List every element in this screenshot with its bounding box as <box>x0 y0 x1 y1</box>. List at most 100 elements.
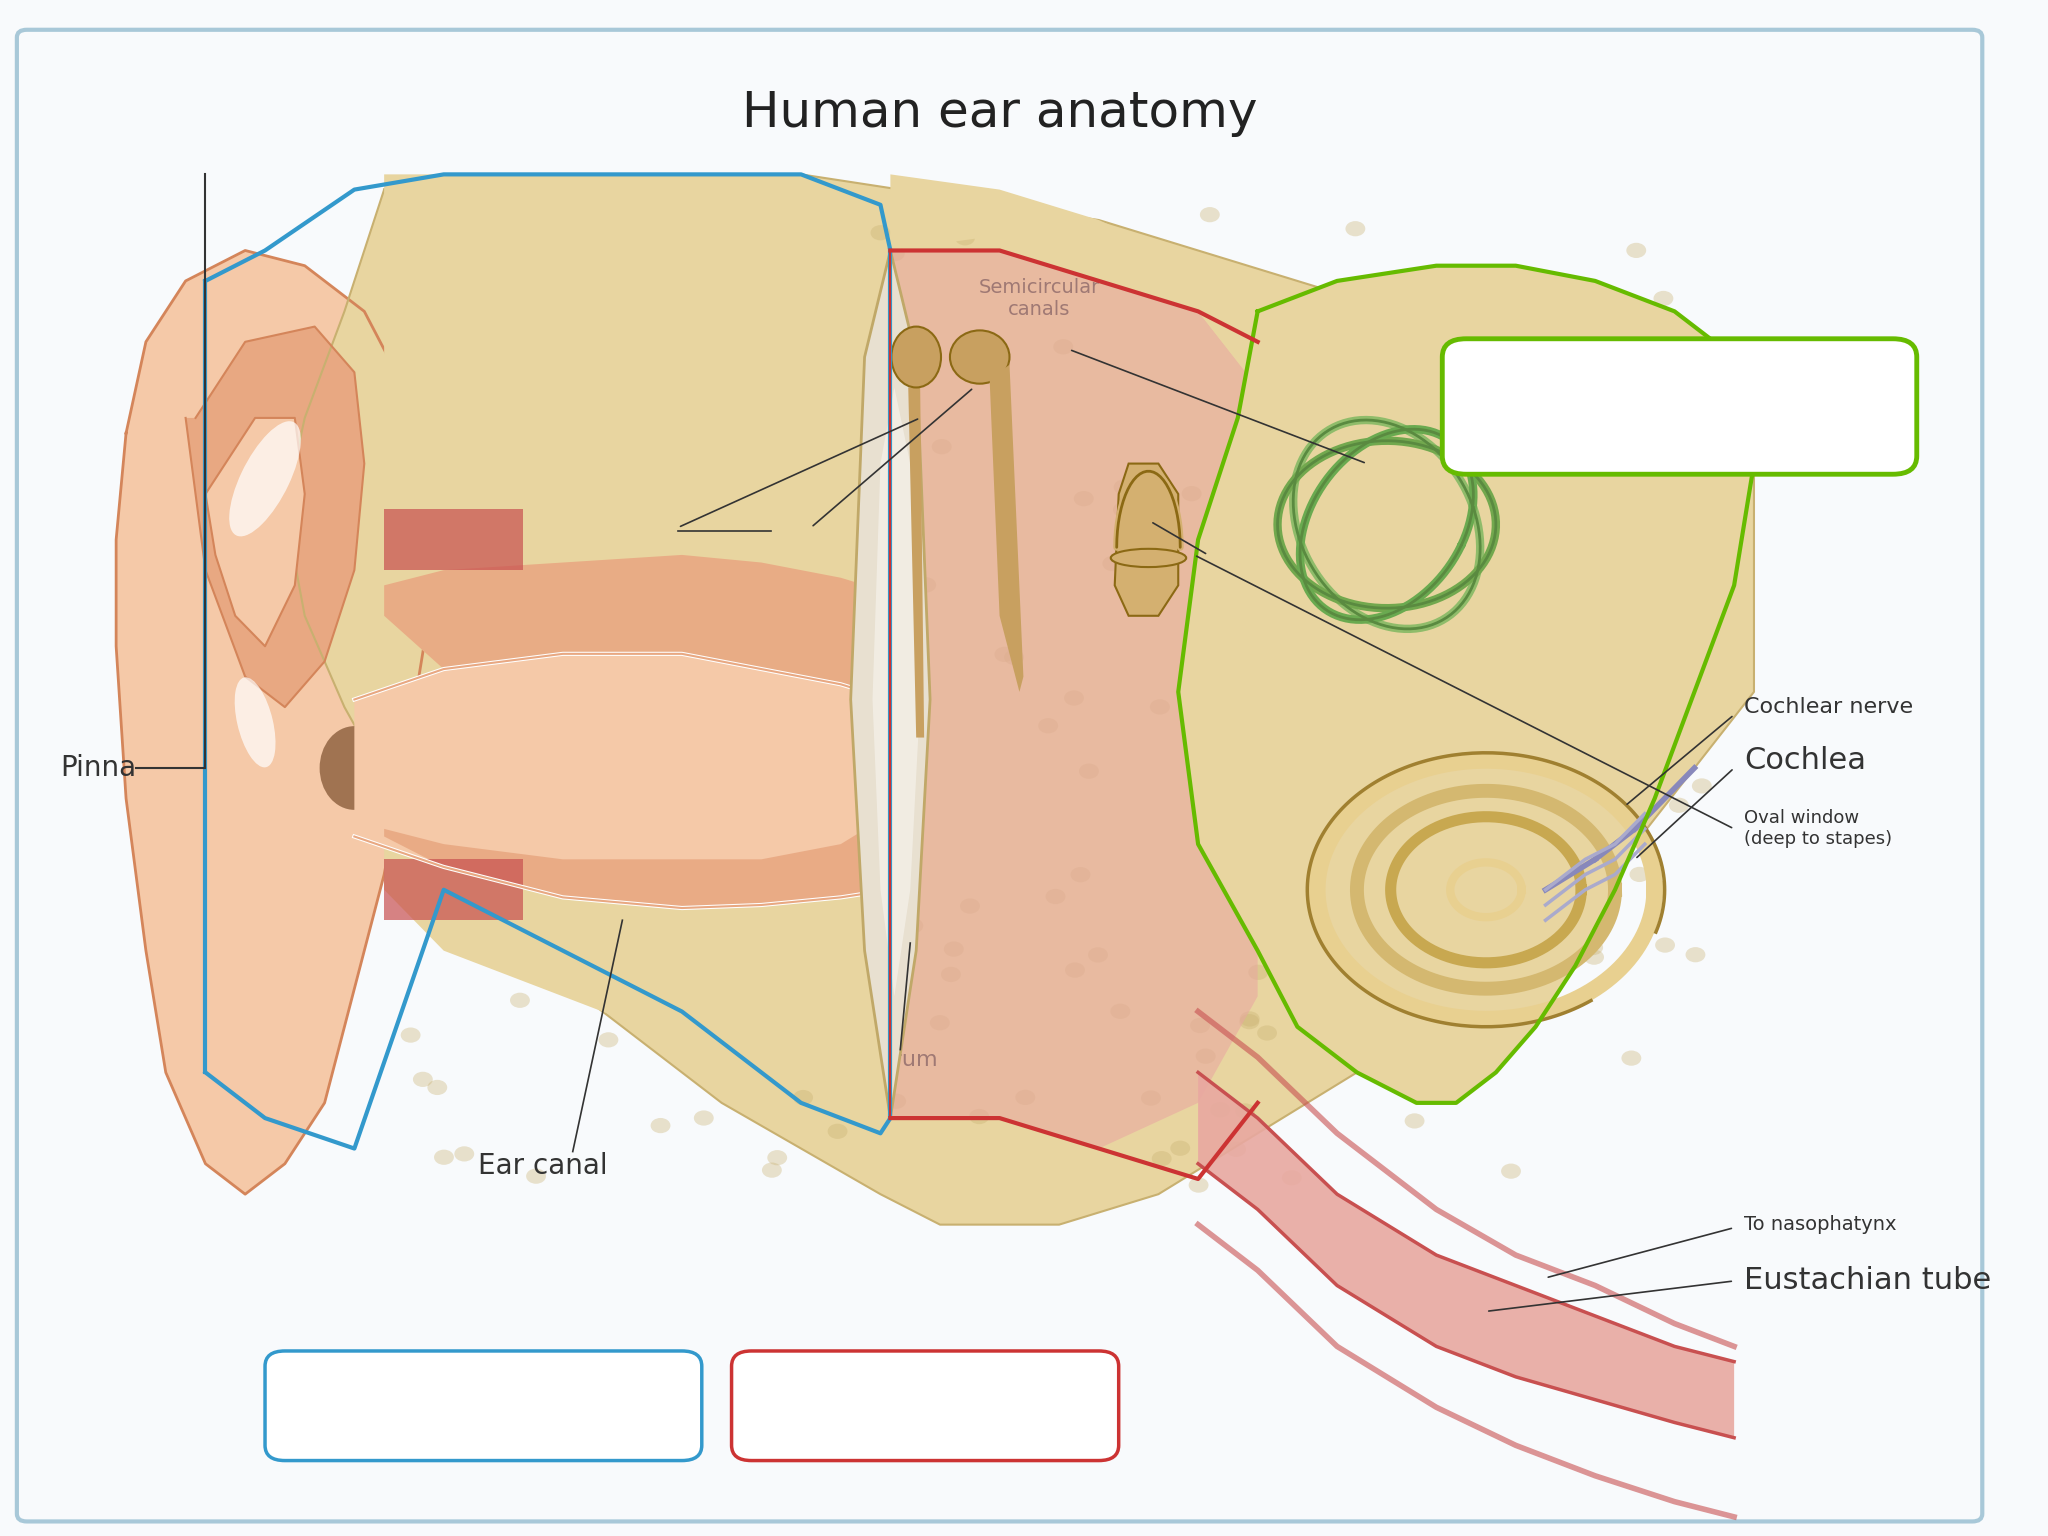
Circle shape <box>1087 948 1108 963</box>
Circle shape <box>606 298 627 313</box>
Circle shape <box>821 449 840 464</box>
Circle shape <box>1501 1164 1522 1178</box>
Circle shape <box>1120 581 1141 596</box>
Circle shape <box>428 607 449 622</box>
Circle shape <box>487 551 506 567</box>
Circle shape <box>1628 805 1647 820</box>
Circle shape <box>903 919 924 934</box>
Circle shape <box>453 865 473 880</box>
Circle shape <box>1626 617 1647 633</box>
Circle shape <box>1520 762 1538 777</box>
Polygon shape <box>354 654 891 908</box>
Circle shape <box>600 938 618 954</box>
Ellipse shape <box>229 421 301 536</box>
Circle shape <box>1405 991 1425 1005</box>
Circle shape <box>461 660 481 676</box>
Circle shape <box>584 702 604 717</box>
Ellipse shape <box>950 330 1010 384</box>
Circle shape <box>1182 485 1202 501</box>
Circle shape <box>526 1169 547 1184</box>
Ellipse shape <box>1110 548 1186 567</box>
Polygon shape <box>1178 266 1753 1103</box>
Circle shape <box>1630 866 1649 882</box>
Polygon shape <box>1114 464 1178 616</box>
Text: Oval window
(deep to stapes): Oval window (deep to stapes) <box>1745 809 1892 848</box>
Circle shape <box>1071 866 1090 882</box>
Circle shape <box>561 670 580 685</box>
Circle shape <box>1260 909 1278 925</box>
Circle shape <box>1612 387 1632 402</box>
Circle shape <box>1354 594 1372 610</box>
Circle shape <box>840 266 860 281</box>
Circle shape <box>692 763 713 779</box>
Polygon shape <box>385 175 891 699</box>
Circle shape <box>1315 399 1333 415</box>
Circle shape <box>1606 318 1626 333</box>
Circle shape <box>870 226 891 240</box>
Circle shape <box>991 410 1012 425</box>
Circle shape <box>1151 1150 1171 1166</box>
Circle shape <box>551 852 571 868</box>
Circle shape <box>487 871 508 886</box>
Circle shape <box>1561 852 1581 868</box>
Text: Semicircular
canals: Semicircular canals <box>979 278 1100 319</box>
Circle shape <box>803 673 823 687</box>
Circle shape <box>811 1078 831 1094</box>
Circle shape <box>1378 439 1399 455</box>
Circle shape <box>932 439 952 455</box>
Circle shape <box>694 1111 713 1126</box>
Circle shape <box>768 1150 786 1166</box>
Polygon shape <box>907 387 924 737</box>
Circle shape <box>995 647 1014 662</box>
Circle shape <box>1239 1011 1260 1026</box>
Circle shape <box>428 1080 446 1095</box>
Circle shape <box>770 602 788 617</box>
Text: Inner Ear: Inner Ear <box>1591 387 1767 425</box>
Text: Stapes: Stapes <box>1200 564 1294 591</box>
Circle shape <box>1593 820 1612 836</box>
Circle shape <box>954 230 975 246</box>
Circle shape <box>1464 637 1485 653</box>
Circle shape <box>774 1028 793 1043</box>
Circle shape <box>1219 318 1237 333</box>
Text: Malleus: Malleus <box>590 504 674 524</box>
Circle shape <box>705 465 725 481</box>
Circle shape <box>885 246 905 261</box>
Circle shape <box>1454 386 1475 401</box>
Circle shape <box>1573 561 1593 576</box>
Circle shape <box>1436 690 1456 705</box>
Circle shape <box>1626 243 1647 258</box>
Circle shape <box>1403 972 1423 988</box>
Circle shape <box>842 1074 860 1089</box>
Circle shape <box>1235 1103 1255 1118</box>
Circle shape <box>1016 1089 1034 1104</box>
Circle shape <box>518 511 539 525</box>
Circle shape <box>434 1149 455 1164</box>
Circle shape <box>1346 300 1366 315</box>
Circle shape <box>479 247 500 263</box>
Circle shape <box>1053 339 1073 355</box>
FancyBboxPatch shape <box>1442 339 1917 475</box>
Circle shape <box>1282 1170 1303 1186</box>
Circle shape <box>549 498 569 513</box>
Circle shape <box>1620 498 1640 513</box>
Circle shape <box>793 668 813 682</box>
Circle shape <box>510 992 530 1008</box>
Circle shape <box>1307 492 1327 507</box>
Polygon shape <box>891 250 1257 1149</box>
Circle shape <box>621 757 641 773</box>
Circle shape <box>733 531 754 547</box>
Circle shape <box>1110 1003 1130 1018</box>
Circle shape <box>414 1072 432 1087</box>
Circle shape <box>1509 872 1530 888</box>
Circle shape <box>1114 479 1133 495</box>
Circle shape <box>903 550 922 565</box>
Text: Eustachian tube: Eustachian tube <box>1745 1267 1991 1295</box>
Circle shape <box>422 227 440 243</box>
Circle shape <box>1583 940 1604 955</box>
Polygon shape <box>117 250 424 1193</box>
Circle shape <box>1655 937 1675 952</box>
Circle shape <box>1225 324 1243 339</box>
Text: Eardrum: Eardrum <box>842 1049 938 1069</box>
Circle shape <box>838 842 858 856</box>
